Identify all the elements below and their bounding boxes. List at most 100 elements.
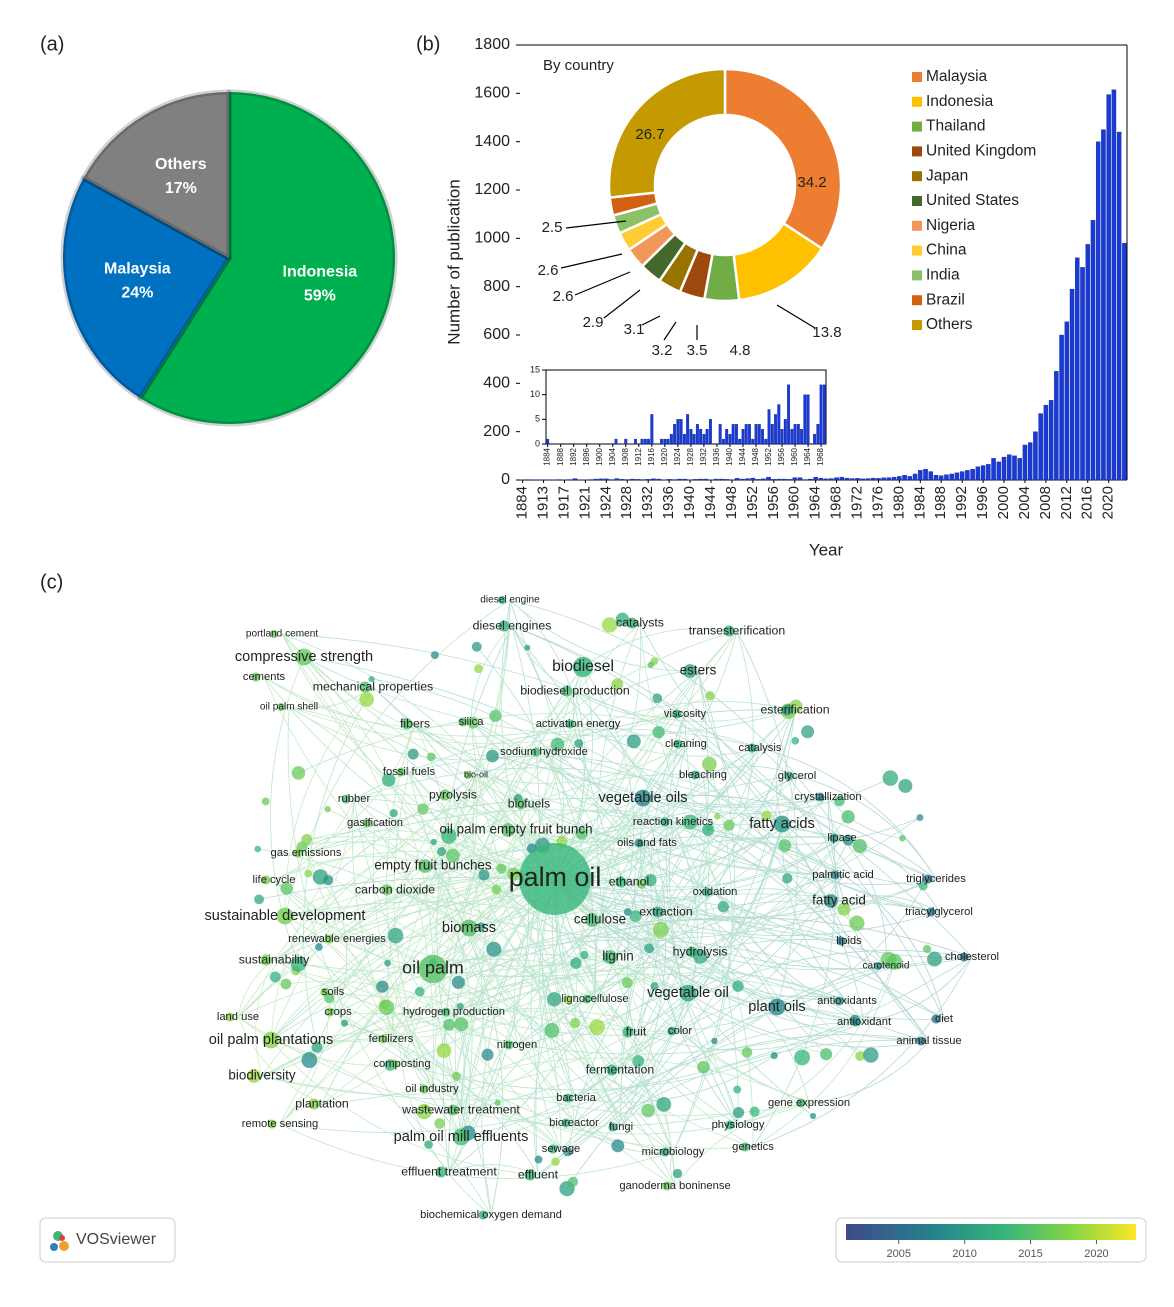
edge <box>796 775 937 880</box>
node-label: oil palm plantations <box>209 1032 334 1048</box>
bar <box>708 419 712 445</box>
bar <box>1090 220 1096 481</box>
edge <box>321 666 584 1105</box>
colorbar <box>846 1224 1136 1240</box>
x-tick-label: 1913 <box>535 486 552 519</box>
bar <box>793 424 797 445</box>
x-tick-label: 1964 <box>803 447 812 465</box>
edge <box>470 625 513 723</box>
bar <box>954 472 960 481</box>
minor-node <box>717 901 730 913</box>
legend-swatch <box>912 146 922 157</box>
edge <box>321 878 556 1105</box>
edge <box>639 622 937 880</box>
legend-label: Nigeria <box>926 217 975 234</box>
node-label: oils and fats <box>617 837 677 849</box>
bar <box>855 478 860 481</box>
bar <box>546 438 550 445</box>
node <box>834 996 844 1006</box>
edge <box>838 895 940 913</box>
minor-node <box>791 737 800 745</box>
node <box>325 1007 335 1017</box>
x-tick-label: 1917 <box>555 486 572 519</box>
y-tick-label: 15 <box>530 364 540 374</box>
edge <box>432 865 504 1216</box>
edge <box>476 646 597 1000</box>
bar <box>767 409 771 445</box>
edge <box>516 939 850 1046</box>
edge <box>284 901 778 1008</box>
y-tick-label: 200 <box>483 423 510 440</box>
x-tick-label: 1952 <box>744 486 761 519</box>
edge <box>303 686 374 1048</box>
node-label: sustainable development <box>205 908 366 924</box>
bar <box>1059 334 1064 481</box>
minor-node <box>656 1096 672 1112</box>
legend-swatch <box>912 72 922 82</box>
colorbar-tick-label: 2010 <box>952 1248 976 1260</box>
edge <box>635 951 701 1033</box>
edge <box>286 887 338 940</box>
edge <box>327 880 348 1013</box>
edge <box>656 697 865 1023</box>
minor-node <box>478 869 490 881</box>
edge <box>288 706 470 929</box>
edge <box>672 670 735 1153</box>
bar <box>702 433 706 445</box>
bar <box>1001 456 1007 481</box>
edge <box>460 874 844 1138</box>
x-tick-label: 1968 <box>816 447 825 465</box>
edge <box>261 973 848 1077</box>
edge <box>841 837 887 967</box>
edge <box>635 823 783 1033</box>
edge <box>672 821 937 885</box>
edge <box>303 656 545 753</box>
node-label: bioreactor <box>549 1117 599 1129</box>
edge <box>273 879 576 967</box>
bar <box>806 394 810 445</box>
x-tick-label: 1940 <box>681 486 698 519</box>
edge <box>442 666 584 1173</box>
minor-node <box>706 824 713 832</box>
node-label: mechanical properties <box>313 679 433 693</box>
node <box>464 771 472 779</box>
minor-node <box>801 725 815 739</box>
edge <box>702 774 940 913</box>
node-label: reaction kinetics <box>633 816 714 828</box>
edge <box>752 796 836 1148</box>
bar <box>751 438 755 445</box>
edge <box>646 835 844 876</box>
minor-node <box>436 1043 452 1058</box>
edge <box>279 878 556 1125</box>
minor-node <box>837 902 851 916</box>
edge <box>261 956 973 1101</box>
edge <box>554 878 887 971</box>
bar <box>891 476 897 481</box>
bar <box>787 479 792 481</box>
edge <box>537 1039 930 1176</box>
edge <box>634 743 687 917</box>
edge <box>515 809 674 831</box>
node <box>740 1142 750 1152</box>
colorbar-tick-label: 2020 <box>1084 1248 1108 1260</box>
bar <box>907 476 913 481</box>
node <box>660 1147 670 1157</box>
node-label: animal tissue <box>896 1035 961 1047</box>
edge <box>752 956 973 1148</box>
node <box>561 1118 571 1128</box>
donut-value-label: 3.2 <box>652 342 673 359</box>
node-label: viscosity <box>664 708 707 720</box>
edge <box>406 723 416 773</box>
edge <box>273 879 681 1032</box>
bar <box>860 478 865 481</box>
x-tick-label: 1892 <box>569 447 578 465</box>
minor-node <box>381 773 396 787</box>
node <box>634 789 652 807</box>
bar <box>679 419 683 445</box>
x-tick-label: 1936 <box>712 447 721 465</box>
bar <box>1069 288 1075 481</box>
edge <box>432 953 689 994</box>
edge <box>431 1088 810 1135</box>
edge <box>336 938 403 1065</box>
edge <box>390 1010 637 1040</box>
